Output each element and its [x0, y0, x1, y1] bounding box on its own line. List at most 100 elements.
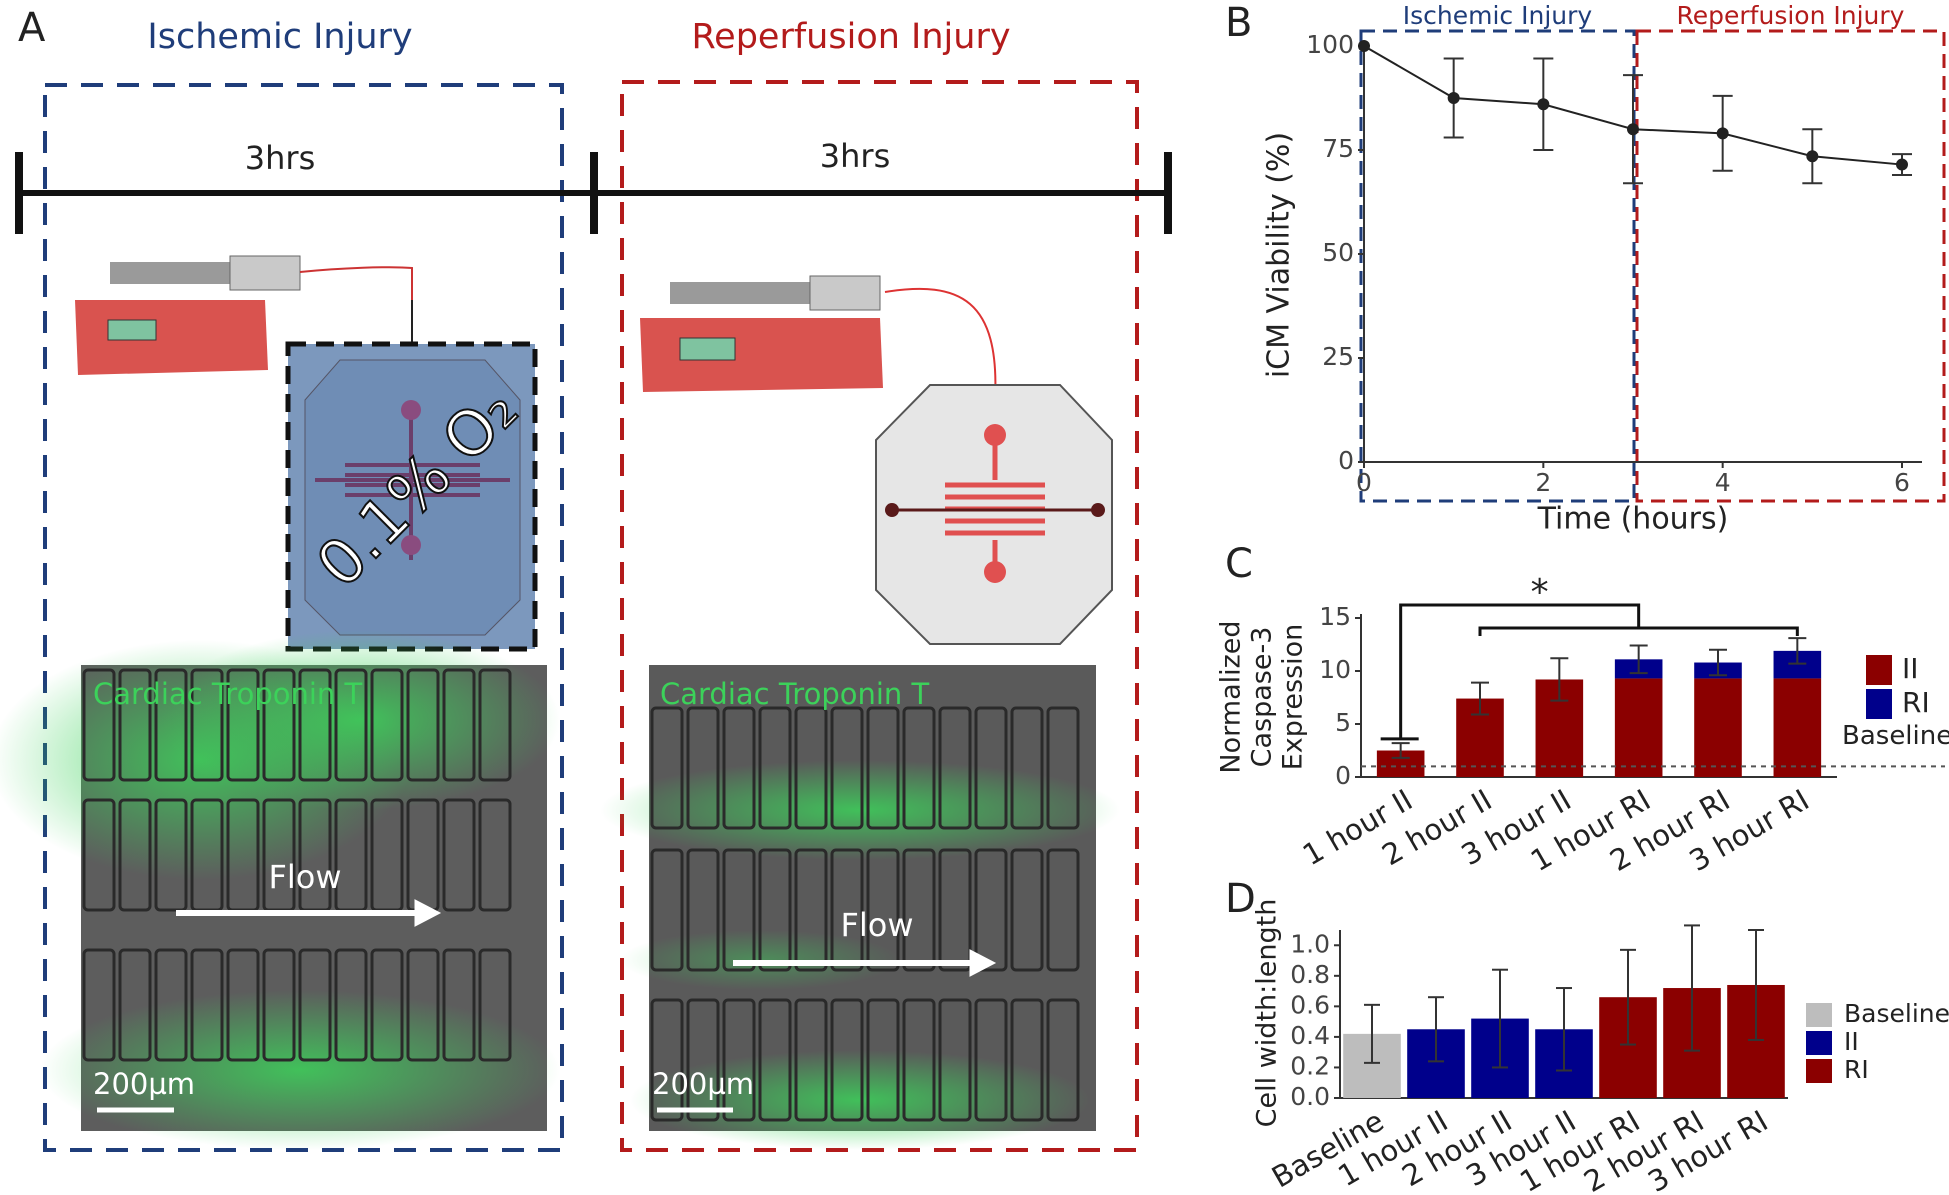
- chamber: [442, 798, 476, 912]
- chamber: [974, 848, 1008, 972]
- y-tick-label: 10: [1319, 655, 1351, 684]
- chamber: [758, 706, 792, 830]
- chamber: [370, 668, 404, 782]
- chamber: [154, 948, 188, 1062]
- reperfusion-box: [620, 80, 1139, 1152]
- chamber: [118, 668, 152, 782]
- chamber: [1046, 998, 1080, 1122]
- chamber: [758, 998, 792, 1122]
- chamber: [866, 706, 900, 830]
- chamber: [794, 848, 828, 972]
- chamber: [686, 998, 720, 1122]
- chamber: [478, 798, 512, 912]
- point: [1358, 40, 1370, 52]
- chamber: [722, 706, 756, 830]
- chamber: [82, 668, 116, 782]
- region-box: [1635, 29, 1946, 503]
- chamber: [1010, 706, 1044, 830]
- panel-label: B: [1225, 0, 1252, 46]
- y-tick-label: 1.0: [1290, 929, 1330, 958]
- chamber: [82, 798, 116, 912]
- chamber: [118, 948, 152, 1062]
- y-tick-label: 15: [1319, 602, 1351, 631]
- y-axis-label: Caspase-3: [1247, 627, 1278, 768]
- chamber: [370, 948, 404, 1062]
- reperfusion-title: Reperfusion Injury: [691, 17, 1010, 57]
- point: [1537, 98, 1550, 111]
- scale-label: 200µm: [652, 1067, 754, 1101]
- chamber: [190, 668, 224, 782]
- chamber: [334, 668, 368, 782]
- syringe-pump: [640, 275, 1113, 645]
- y-tick-label: 0.8: [1290, 960, 1330, 989]
- x-tick-label: 0: [1356, 468, 1372, 497]
- scale-label: 200µm: [93, 1067, 195, 1101]
- chamber: [262, 668, 296, 782]
- y-axis-label: Expression: [1278, 624, 1309, 771]
- chamber: [478, 948, 512, 1062]
- y-tick-label: 0.0: [1290, 1082, 1330, 1111]
- chamber: [226, 948, 260, 1062]
- y-tick-label: 25: [1322, 342, 1354, 371]
- stain-label: Cardiac Troponin T: [660, 677, 929, 711]
- x-tick-label: 4: [1715, 468, 1731, 497]
- chamber: [298, 668, 332, 782]
- legend-swatch: [1866, 655, 1892, 685]
- chamber: [82, 948, 116, 1062]
- chamber: [830, 848, 864, 972]
- chamber: [118, 798, 152, 912]
- chamber: [1046, 848, 1080, 972]
- legend-label: RI: [1844, 1055, 1869, 1084]
- bar-segment: [1694, 678, 1742, 777]
- y-tick-label: 0: [1338, 446, 1354, 475]
- micrograph: [0, 630, 560, 1150]
- chamber: [406, 668, 440, 782]
- panel-label: D: [1225, 876, 1256, 922]
- chamber: [830, 706, 864, 830]
- chamber: [794, 998, 828, 1122]
- chamber: [442, 668, 476, 782]
- y-axis-label: Cell width:length: [1252, 899, 1283, 1128]
- x-tick-label: 6: [1894, 468, 1910, 497]
- flow-label: Flow: [840, 906, 913, 944]
- chamber: [938, 998, 972, 1122]
- legend-label: II: [1902, 652, 1919, 685]
- chamber: [722, 998, 756, 1122]
- chamber: [478, 668, 512, 782]
- chamber: [442, 948, 476, 1062]
- chamber: [830, 998, 864, 1122]
- y-axis-label: iCM Viability (%): [1262, 132, 1297, 378]
- chamber: [1010, 848, 1044, 972]
- chamber: [154, 668, 188, 782]
- legend-swatch: [1806, 1031, 1832, 1055]
- flow-label: Flow: [268, 858, 341, 896]
- y-tick-label: 5: [1335, 708, 1351, 737]
- chamber: [650, 848, 684, 972]
- chamber: [650, 706, 684, 830]
- chamber: [794, 706, 828, 830]
- point: [1627, 123, 1639, 136]
- chamber: [298, 948, 332, 1062]
- chamber: [262, 948, 296, 1062]
- legend-label: RI: [1902, 686, 1930, 719]
- y-tick-label: 100: [1306, 30, 1354, 59]
- ischemic-box: [43, 83, 564, 1152]
- stain-label: Cardiac Troponin T: [93, 677, 362, 711]
- chamber: [722, 848, 756, 972]
- point: [1716, 127, 1729, 140]
- panel-label: A: [18, 5, 46, 51]
- chamber: [758, 848, 792, 972]
- legend-label: Baseline: [1844, 999, 1949, 1028]
- y-tick-label: 0: [1335, 761, 1351, 790]
- chamber: [190, 948, 224, 1062]
- bar-segment: [1773, 678, 1822, 777]
- duration-label: 3hrs: [820, 137, 890, 175]
- chamber: [334, 948, 368, 1062]
- panel-label: C: [1225, 541, 1253, 587]
- chamber: [1046, 706, 1080, 830]
- chamber: [866, 848, 900, 972]
- chamber: [686, 848, 720, 972]
- significance-label: *: [1531, 572, 1549, 613]
- y-tick-label: 50: [1322, 238, 1354, 267]
